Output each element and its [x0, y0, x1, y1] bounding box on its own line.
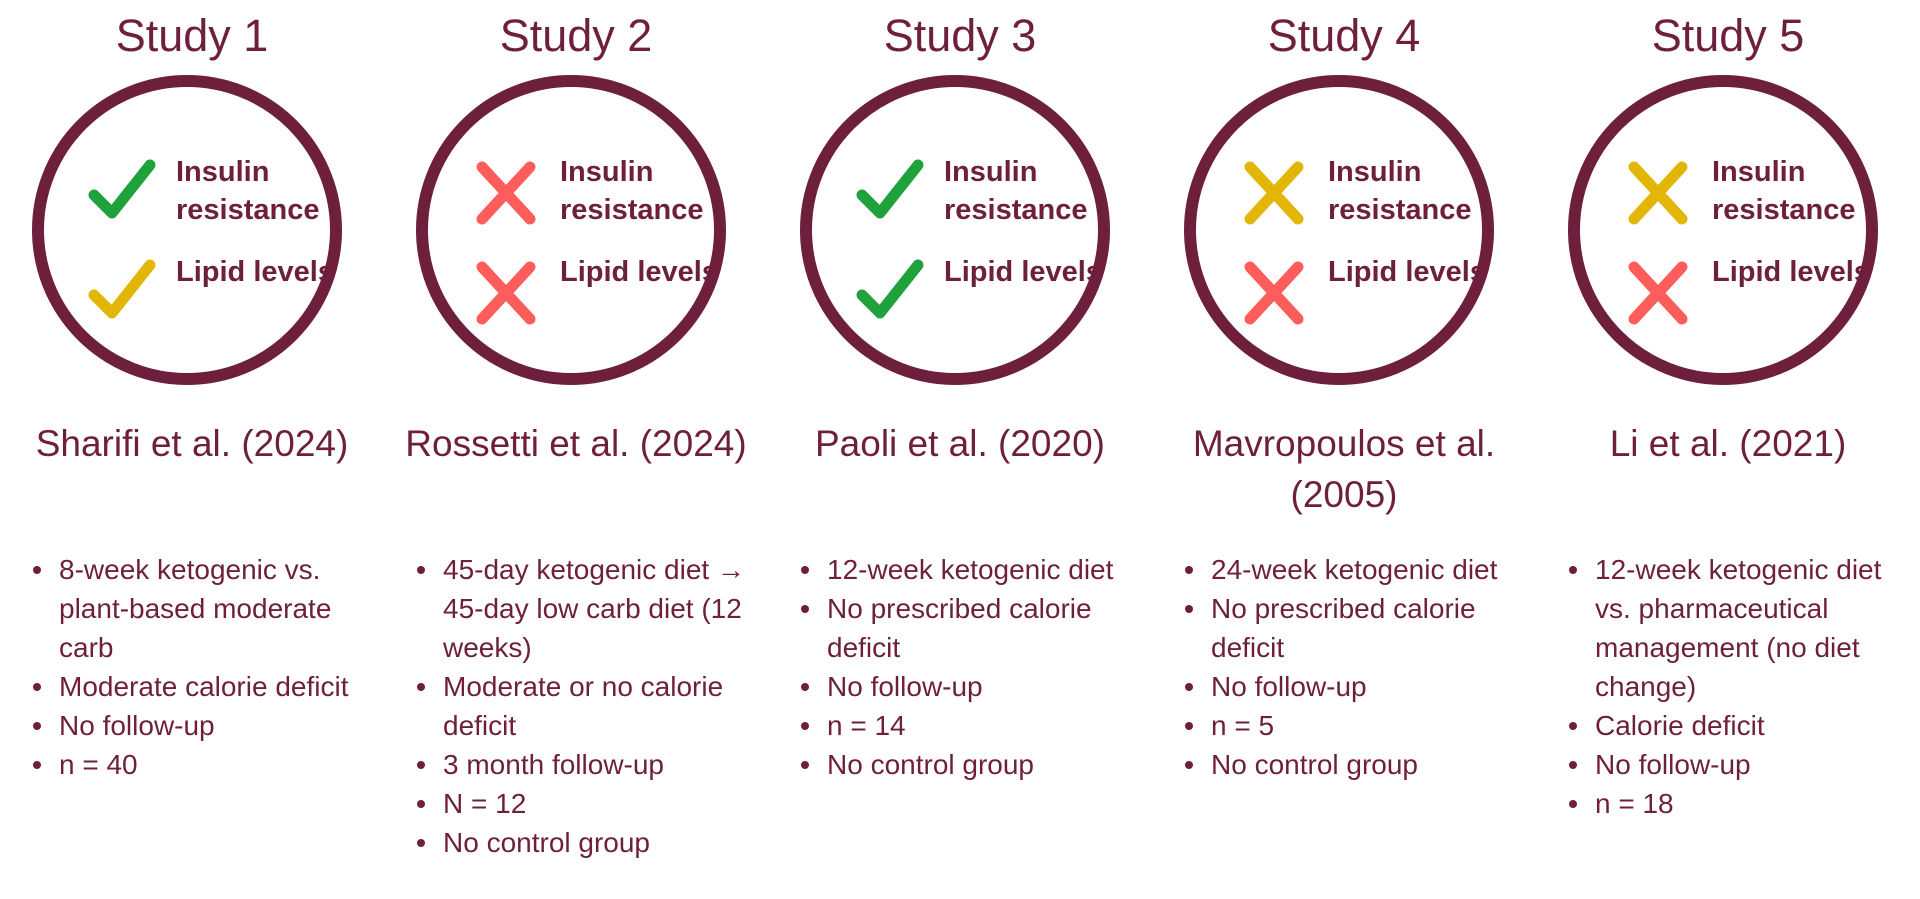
study-citation: Li et al. (2021)	[1609, 423, 1847, 464]
result-circle: Insulin resistance Lipid levels	[32, 75, 342, 385]
result-circle: Insulin resistance Lipid levels	[800, 75, 1110, 385]
detail-item: Moderate or no calorie deficit	[414, 667, 754, 745]
detail-item: 12-week ketogenic diet vs. pharmaceutica…	[1566, 550, 1906, 706]
study-details-list: 12-week ketogenic diet No prescribed cal…	[798, 550, 1138, 784]
detail-item: Calorie deficit	[1566, 706, 1906, 745]
detail-item: No follow-up	[798, 667, 1138, 706]
detail-item: n = 40	[30, 745, 370, 784]
study-title: Study 1	[115, 10, 269, 61]
outcome-insulin-resistance: Insulin resistance	[1236, 153, 1496, 233]
outcome-label: Lipid levels	[176, 256, 334, 288]
detail-item: 8-week ketogenic vs. plant-based moderat…	[30, 550, 370, 667]
cross-icon	[468, 155, 544, 231]
outcome-label: Insulin resistance	[1712, 156, 1856, 226]
cross-icon	[1620, 255, 1696, 331]
detail-item: No prescribed calorie deficit	[1182, 589, 1522, 667]
outcome-insulin-resistance: Insulin resistance	[468, 153, 728, 233]
outcome-insulin-resistance: Insulin resistance	[84, 153, 344, 233]
detail-item: 3 month follow-up	[414, 745, 754, 784]
result-circle: Insulin resistance Lipid levels	[1568, 75, 1878, 385]
study-citation: Sharifi et al. (2024)	[35, 423, 349, 464]
outcome-lipid-levels: Lipid levels	[84, 253, 344, 333]
study-title: Study 3	[883, 10, 1037, 61]
study-title: Study 4	[1267, 10, 1421, 61]
outcome-label: Lipid levels	[1328, 256, 1486, 288]
detail-item: No follow-up	[1566, 745, 1906, 784]
study-title: Study 5	[1651, 10, 1805, 61]
detail-item: N = 12	[414, 784, 754, 823]
outcome-label: Insulin resistance	[1328, 156, 1472, 226]
study-citation: Paoli et al. (2020)	[814, 423, 1105, 464]
study-title: Study 2	[499, 10, 653, 61]
check-icon	[84, 255, 160, 331]
study-details-list: 12-week ketogenic diet vs. pharmaceutica…	[1566, 550, 1906, 823]
detail-item: n = 14	[798, 706, 1138, 745]
detail-item: 24-week ketogenic diet	[1182, 550, 1522, 589]
detail-item: No control group	[798, 745, 1138, 784]
study-details-list: 8-week ketogenic vs. plant-based moderat…	[30, 550, 370, 784]
detail-item: No follow-up	[30, 706, 370, 745]
check-icon	[852, 155, 928, 231]
detail-item: 12-week ketogenic diet	[798, 550, 1138, 589]
detail-item: Moderate calorie deficit	[30, 667, 370, 706]
detail-item: n = 5	[1182, 706, 1522, 745]
outcome-label: Lipid levels	[1712, 256, 1870, 288]
study-details-list: 24-week ketogenic diet No prescribed cal…	[1182, 550, 1522, 784]
outcome-lipid-levels: Lipid levels	[1236, 253, 1496, 333]
detail-item: No control group	[1182, 745, 1522, 784]
detail-item: n = 18	[1566, 784, 1906, 823]
check-icon	[852, 255, 928, 331]
detail-item: No prescribed calorie deficit	[798, 589, 1138, 667]
outcome-label: Insulin resistance	[560, 156, 704, 226]
cross-icon	[1236, 155, 1312, 231]
cross-icon	[1620, 155, 1696, 231]
result-circle: Insulin resistance Lipid levels	[1184, 75, 1494, 385]
detail-item: 45-day ketogenic diet → 45-day low carb …	[414, 550, 754, 667]
cross-icon	[468, 255, 544, 331]
check-icon	[84, 155, 160, 231]
outcome-lipid-levels: Lipid levels	[852, 253, 1112, 333]
outcome-lipid-levels: Lipid levels	[468, 253, 728, 333]
cross-icon	[1236, 255, 1312, 331]
outcome-label: Insulin resistance	[176, 156, 320, 226]
outcome-label: Lipid levels	[560, 256, 718, 288]
detail-item: No control group	[414, 823, 754, 862]
outcome-label: Lipid levels	[944, 256, 1102, 288]
outcome-insulin-resistance: Insulin resistance	[1620, 153, 1880, 233]
outcome-insulin-resistance: Insulin resistance	[852, 153, 1112, 233]
outcome-lipid-levels: Lipid levels	[1620, 253, 1880, 333]
study-citation: Rossetti et al. (2024)	[405, 423, 747, 464]
detail-item: No follow-up	[1182, 667, 1522, 706]
study-citation: Mavropoulos et al. (2005)	[1192, 423, 1496, 515]
study-details-list: 45-day ketogenic diet → 45-day low carb …	[414, 550, 754, 862]
result-circle: Insulin resistance Lipid levels	[416, 75, 726, 385]
outcome-label: Insulin resistance	[944, 156, 1088, 226]
